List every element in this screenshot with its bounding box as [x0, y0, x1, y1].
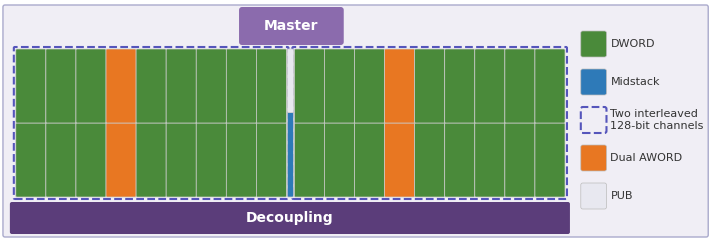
- Text: PUB: PUB: [611, 191, 633, 201]
- FancyBboxPatch shape: [535, 49, 565, 123]
- FancyBboxPatch shape: [46, 123, 76, 197]
- FancyBboxPatch shape: [257, 123, 286, 197]
- FancyBboxPatch shape: [76, 123, 106, 197]
- FancyBboxPatch shape: [239, 7, 344, 45]
- FancyBboxPatch shape: [166, 49, 196, 123]
- FancyBboxPatch shape: [294, 123, 324, 197]
- FancyBboxPatch shape: [106, 123, 136, 197]
- FancyBboxPatch shape: [16, 123, 46, 197]
- Text: Dual AWORD: Dual AWORD: [611, 153, 683, 163]
- FancyBboxPatch shape: [445, 49, 475, 123]
- FancyBboxPatch shape: [535, 123, 565, 197]
- FancyBboxPatch shape: [475, 123, 505, 197]
- Text: Midstack: Midstack: [611, 77, 660, 87]
- FancyBboxPatch shape: [355, 49, 385, 123]
- FancyBboxPatch shape: [505, 123, 535, 197]
- FancyBboxPatch shape: [46, 49, 76, 123]
- Text: Two interleaved
128-bit channels: Two interleaved 128-bit channels: [611, 109, 704, 131]
- FancyBboxPatch shape: [16, 49, 46, 123]
- FancyBboxPatch shape: [385, 123, 414, 197]
- FancyBboxPatch shape: [10, 202, 570, 234]
- FancyBboxPatch shape: [324, 49, 355, 123]
- FancyBboxPatch shape: [414, 49, 445, 123]
- FancyBboxPatch shape: [581, 69, 606, 95]
- FancyBboxPatch shape: [136, 123, 166, 197]
- FancyBboxPatch shape: [166, 123, 196, 197]
- FancyBboxPatch shape: [106, 49, 136, 123]
- FancyBboxPatch shape: [445, 123, 475, 197]
- FancyBboxPatch shape: [324, 123, 355, 197]
- FancyBboxPatch shape: [287, 113, 294, 197]
- FancyBboxPatch shape: [581, 183, 606, 209]
- FancyBboxPatch shape: [257, 49, 286, 123]
- FancyBboxPatch shape: [196, 123, 226, 197]
- FancyBboxPatch shape: [581, 31, 606, 57]
- FancyBboxPatch shape: [196, 49, 226, 123]
- FancyBboxPatch shape: [136, 49, 166, 123]
- Text: Decoupling: Decoupling: [246, 211, 334, 225]
- FancyBboxPatch shape: [414, 123, 445, 197]
- FancyBboxPatch shape: [226, 123, 257, 197]
- FancyBboxPatch shape: [475, 49, 505, 123]
- FancyBboxPatch shape: [294, 49, 324, 123]
- Text: DWORD: DWORD: [611, 39, 655, 49]
- FancyBboxPatch shape: [226, 49, 257, 123]
- Text: Master: Master: [264, 19, 318, 33]
- FancyBboxPatch shape: [287, 49, 294, 113]
- FancyBboxPatch shape: [385, 49, 414, 123]
- FancyBboxPatch shape: [355, 123, 385, 197]
- FancyBboxPatch shape: [3, 5, 708, 237]
- FancyBboxPatch shape: [505, 49, 535, 123]
- FancyBboxPatch shape: [76, 49, 106, 123]
- FancyBboxPatch shape: [581, 145, 606, 171]
